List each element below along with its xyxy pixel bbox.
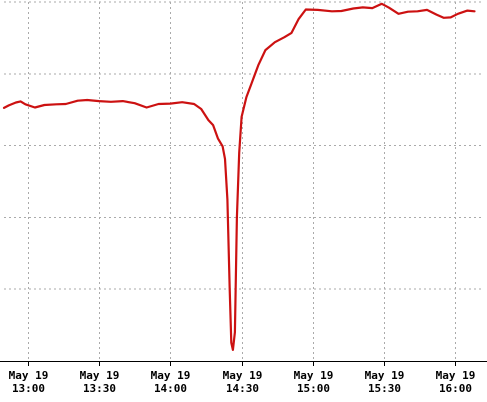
x-tick-label-time: 13:30 bbox=[83, 382, 116, 395]
x-tick-label-date: May 19 bbox=[151, 369, 191, 382]
axes bbox=[0, 361, 487, 366]
x-tick-label-date: May 19 bbox=[365, 369, 405, 382]
x-tick-label-time: 14:00 bbox=[154, 382, 187, 395]
x-tick-label-date: May 19 bbox=[294, 369, 334, 382]
series-layer bbox=[2, 2, 476, 351]
x-tick-label-date: May 19 bbox=[436, 369, 476, 382]
x-tick-label-date: May 19 bbox=[223, 369, 263, 382]
series-line bbox=[2, 2, 476, 351]
x-tick-label-time: 13:00 bbox=[12, 382, 45, 395]
x-tick-label-date: May 19 bbox=[80, 369, 120, 382]
x-tick-label-time: 14:30 bbox=[226, 382, 259, 395]
x-tick-label-time: 15:30 bbox=[368, 382, 401, 395]
x-tick-label-time: 15:00 bbox=[297, 382, 330, 395]
grid-lines bbox=[4, 1, 484, 361]
x-tick-label-time: 16:00 bbox=[439, 382, 472, 395]
x-tick-label-date: May 19 bbox=[9, 369, 49, 382]
